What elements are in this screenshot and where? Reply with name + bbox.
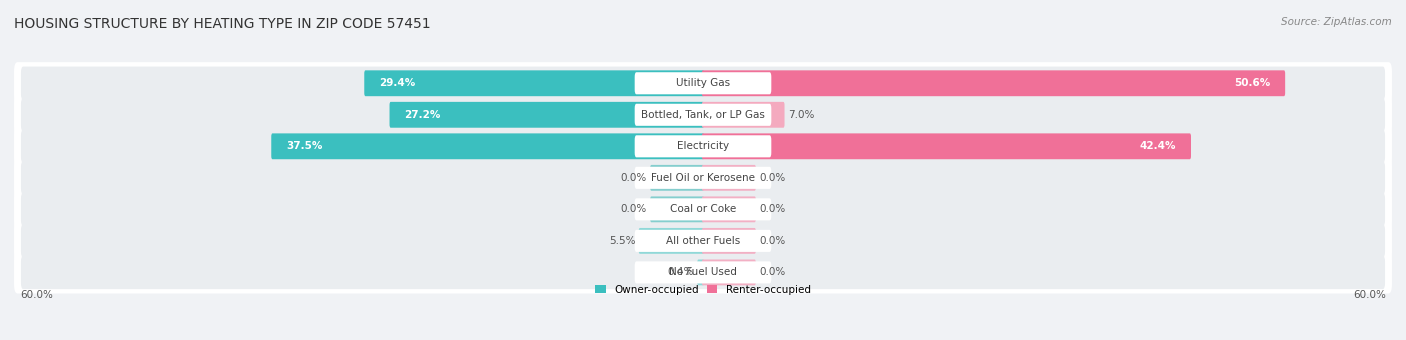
Text: HOUSING STRUCTURE BY HEATING TYPE IN ZIP CODE 57451: HOUSING STRUCTURE BY HEATING TYPE IN ZIP…	[14, 17, 430, 31]
Text: 29.4%: 29.4%	[380, 78, 415, 88]
FancyBboxPatch shape	[634, 72, 772, 94]
Text: 27.2%: 27.2%	[405, 110, 441, 120]
FancyBboxPatch shape	[702, 197, 756, 222]
FancyBboxPatch shape	[14, 220, 1392, 262]
FancyBboxPatch shape	[650, 197, 704, 222]
Text: 60.0%: 60.0%	[20, 290, 52, 300]
Text: 60.0%: 60.0%	[1354, 290, 1386, 300]
FancyBboxPatch shape	[702, 228, 756, 254]
FancyBboxPatch shape	[21, 224, 1385, 258]
FancyBboxPatch shape	[634, 167, 772, 189]
FancyBboxPatch shape	[634, 104, 772, 126]
FancyBboxPatch shape	[634, 230, 772, 252]
FancyBboxPatch shape	[634, 198, 772, 220]
Text: 37.5%: 37.5%	[287, 141, 322, 151]
FancyBboxPatch shape	[14, 125, 1392, 167]
FancyBboxPatch shape	[702, 165, 756, 191]
Text: Electricity: Electricity	[676, 141, 730, 151]
FancyBboxPatch shape	[702, 133, 1191, 159]
FancyBboxPatch shape	[638, 228, 704, 254]
Text: 0.0%: 0.0%	[620, 173, 647, 183]
FancyBboxPatch shape	[389, 102, 704, 128]
Text: Fuel Oil or Kerosene: Fuel Oil or Kerosene	[651, 173, 755, 183]
FancyBboxPatch shape	[697, 259, 704, 285]
Text: Utility Gas: Utility Gas	[676, 78, 730, 88]
FancyBboxPatch shape	[14, 94, 1392, 136]
Text: 7.0%: 7.0%	[787, 110, 814, 120]
Text: No Fuel Used: No Fuel Used	[669, 267, 737, 277]
FancyBboxPatch shape	[364, 70, 704, 96]
Text: 5.5%: 5.5%	[609, 236, 636, 246]
FancyBboxPatch shape	[650, 165, 704, 191]
Text: Source: ZipAtlas.com: Source: ZipAtlas.com	[1281, 17, 1392, 27]
FancyBboxPatch shape	[21, 130, 1385, 163]
Text: Coal or Coke: Coal or Coke	[669, 204, 737, 214]
FancyBboxPatch shape	[21, 161, 1385, 194]
FancyBboxPatch shape	[271, 133, 704, 159]
Text: 0.0%: 0.0%	[620, 204, 647, 214]
FancyBboxPatch shape	[702, 70, 1285, 96]
FancyBboxPatch shape	[634, 261, 772, 284]
Text: Bottled, Tank, or LP Gas: Bottled, Tank, or LP Gas	[641, 110, 765, 120]
FancyBboxPatch shape	[14, 157, 1392, 199]
FancyBboxPatch shape	[21, 193, 1385, 226]
FancyBboxPatch shape	[702, 102, 785, 128]
Text: 0.4%: 0.4%	[668, 267, 693, 277]
FancyBboxPatch shape	[702, 259, 756, 285]
FancyBboxPatch shape	[14, 188, 1392, 231]
FancyBboxPatch shape	[634, 135, 772, 157]
Text: 0.0%: 0.0%	[759, 236, 786, 246]
FancyBboxPatch shape	[21, 67, 1385, 100]
FancyBboxPatch shape	[21, 98, 1385, 132]
Text: All other Fuels: All other Fuels	[666, 236, 740, 246]
FancyBboxPatch shape	[14, 251, 1392, 293]
Text: 42.4%: 42.4%	[1140, 141, 1175, 151]
FancyBboxPatch shape	[14, 62, 1392, 104]
FancyBboxPatch shape	[21, 256, 1385, 289]
Legend: Owner-occupied, Renter-occupied: Owner-occupied, Renter-occupied	[591, 280, 815, 299]
Text: 0.0%: 0.0%	[759, 173, 786, 183]
Text: 50.6%: 50.6%	[1234, 78, 1270, 88]
Text: 0.0%: 0.0%	[759, 267, 786, 277]
Text: 0.0%: 0.0%	[759, 204, 786, 214]
